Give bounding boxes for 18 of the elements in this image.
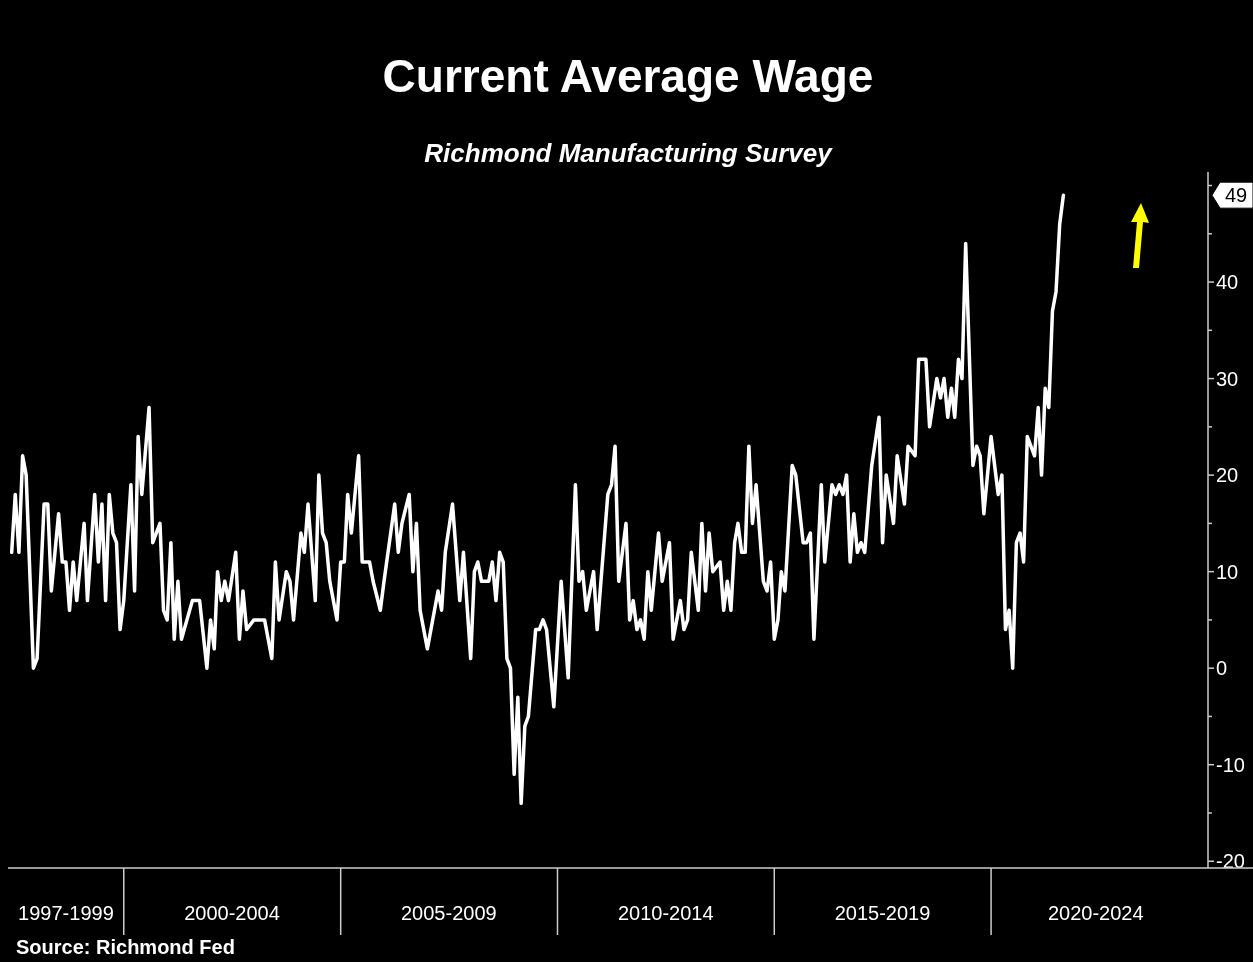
text: 49: [1224, 184, 1248, 207]
y-tick-label: 0: [1216, 657, 1228, 680]
y-tick-label: 40: [1216, 271, 1239, 294]
y-tick-label: 30: [1216, 367, 1239, 390]
source-note: Source: Richmond Fed: [16, 936, 235, 958]
y-tick-label: 20: [1216, 464, 1239, 487]
y-tick-label: -20: [1216, 850, 1245, 873]
x-tick-label: 2010-2014: [617, 902, 714, 924]
y-tick-label: -10: [1216, 753, 1245, 776]
x-tick-label: 2020-2024: [1047, 902, 1144, 924]
y-tick-label: 10: [1216, 560, 1239, 583]
x-tick-label: 2015-2019: [834, 902, 931, 924]
chart-title: Current Average Wage: [382, 50, 874, 102]
x-tick-label: 2000-2004: [184, 902, 280, 924]
x-tick-label: 1997-1999: [18, 902, 114, 924]
line-series: [9, 193, 1066, 806]
chart-subtitle: Richmond Manufacturing Survey: [424, 138, 834, 168]
x-tick-label: 2005-2009: [401, 902, 497, 924]
